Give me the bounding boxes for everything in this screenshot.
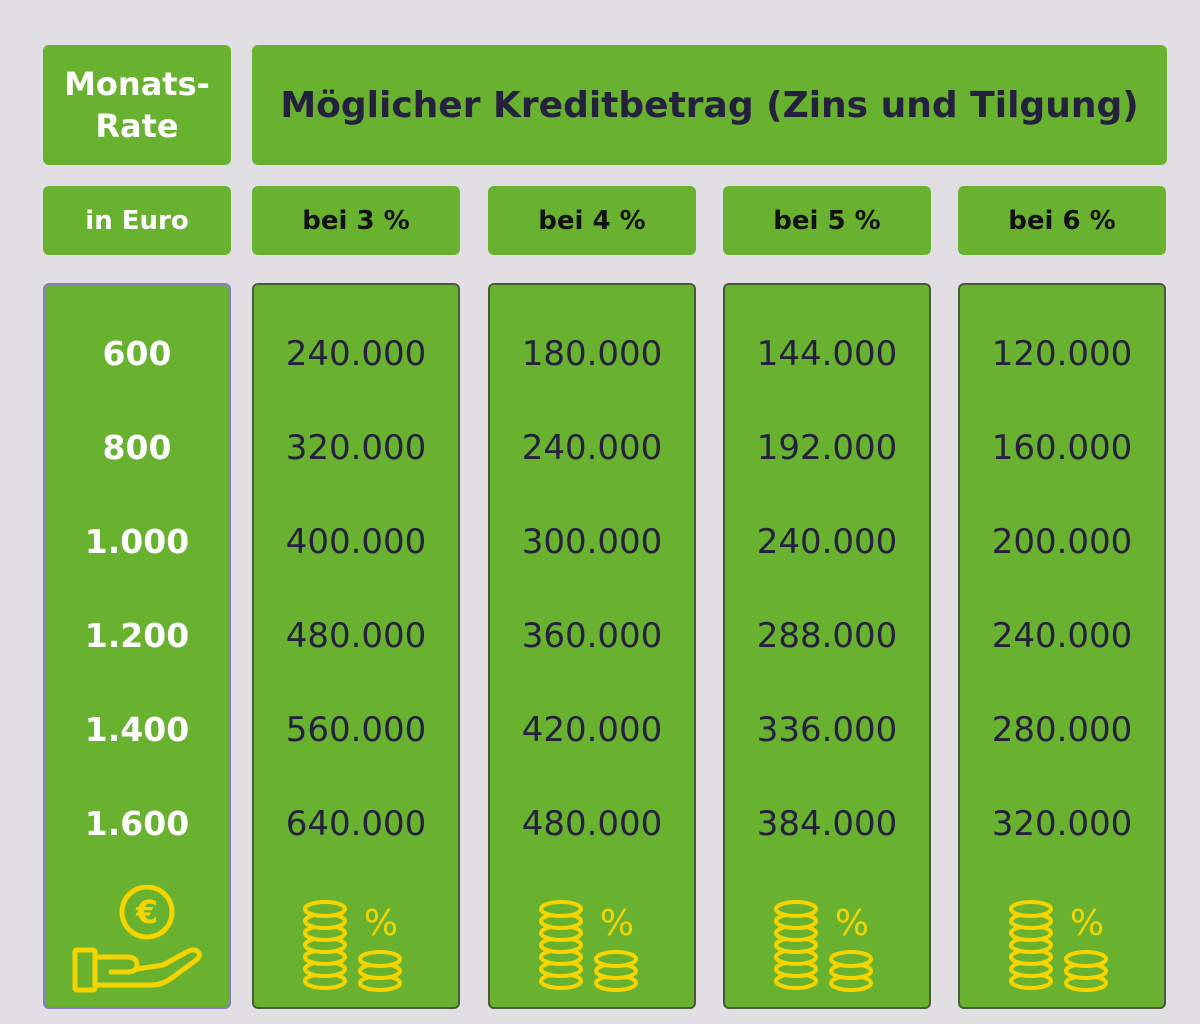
coin-stack-percent-icon: %	[960, 891, 1164, 995]
amount-cell: 336.000	[756, 710, 898, 750]
amount-cell: 420.000	[521, 710, 663, 750]
amount-cell: 240.000	[991, 616, 1133, 656]
amount-cell: 400.000	[285, 522, 427, 562]
amount-cell: 560.000	[285, 710, 427, 750]
monthly-rate-header: Monats- Rate	[43, 45, 231, 165]
amount-cell: 160.000	[991, 428, 1133, 468]
page-title: Möglicher Kreditbetrag (Zins und Tilgung…	[252, 45, 1167, 165]
amount-cell: 120.000	[991, 334, 1133, 374]
monthly-rate-cell: 1.000	[84, 522, 190, 561]
amount-cell: 200.000	[991, 522, 1133, 562]
amount-cell: 192.000	[756, 428, 898, 468]
amount-column-5: 144.000 192.000 240.000 288.000 336.000 …	[723, 283, 931, 1009]
rate-header-5: bei 5 %	[723, 186, 931, 255]
amount-cell: 280.000	[991, 710, 1133, 750]
rate-header-6: bei 6 %	[958, 186, 1166, 255]
monthly-rate-column: 600 800 1.000 1.200 1.400 1.600 €	[43, 283, 231, 1009]
amount-cell: 320.000	[991, 804, 1133, 844]
monthly-rate-cell: 1.600	[84, 804, 190, 843]
svg-text:%: %	[364, 903, 398, 944]
amount-cell: 640.000	[285, 804, 427, 844]
amount-cell: 180.000	[521, 334, 663, 374]
amount-cell: 288.000	[756, 616, 898, 656]
amount-cell: 144.000	[756, 334, 898, 374]
svg-text:€: €	[135, 893, 158, 931]
monthly-rate-cell: 1.200	[84, 616, 190, 655]
monthly-rate-header-line2: Rate	[95, 107, 179, 145]
amount-cell: 480.000	[521, 804, 663, 844]
monthly-rate-header-line1: Monats-	[64, 65, 210, 103]
monthly-rate-cell: 800	[102, 428, 172, 467]
amount-cell: 300.000	[521, 522, 663, 562]
unit-label: in Euro	[43, 186, 231, 255]
amount-cell: 320.000	[285, 428, 427, 468]
rate-header-4: bei 4 %	[488, 186, 696, 255]
coin-stack-percent-icon: %	[725, 891, 929, 995]
svg-text:%: %	[835, 903, 869, 944]
amount-column-6: 120.000 160.000 200.000 240.000 280.000 …	[958, 283, 1166, 1009]
amount-cell: 240.000	[285, 334, 427, 374]
amount-cell: 480.000	[285, 616, 427, 656]
amount-column-4: 180.000 240.000 300.000 360.000 420.000 …	[488, 283, 696, 1009]
amount-column-3: 240.000 320.000 400.000 480.000 560.000 …	[252, 283, 460, 1009]
monthly-rate-cell: 1.400	[84, 710, 190, 749]
coin-stack-percent-icon: %	[490, 891, 694, 995]
monthly-rate-cell: 600	[102, 334, 172, 373]
amount-cell: 384.000	[756, 804, 898, 844]
coin-stack-percent-icon: %	[254, 891, 458, 995]
hand-euro-coin-icon: €	[45, 885, 229, 995]
amount-cell: 240.000	[756, 522, 898, 562]
amount-cell: 240.000	[521, 428, 663, 468]
amount-cell: 360.000	[521, 616, 663, 656]
svg-text:%: %	[600, 903, 634, 944]
svg-text:%: %	[1070, 903, 1104, 944]
rate-header-3: bei 3 %	[252, 186, 460, 255]
